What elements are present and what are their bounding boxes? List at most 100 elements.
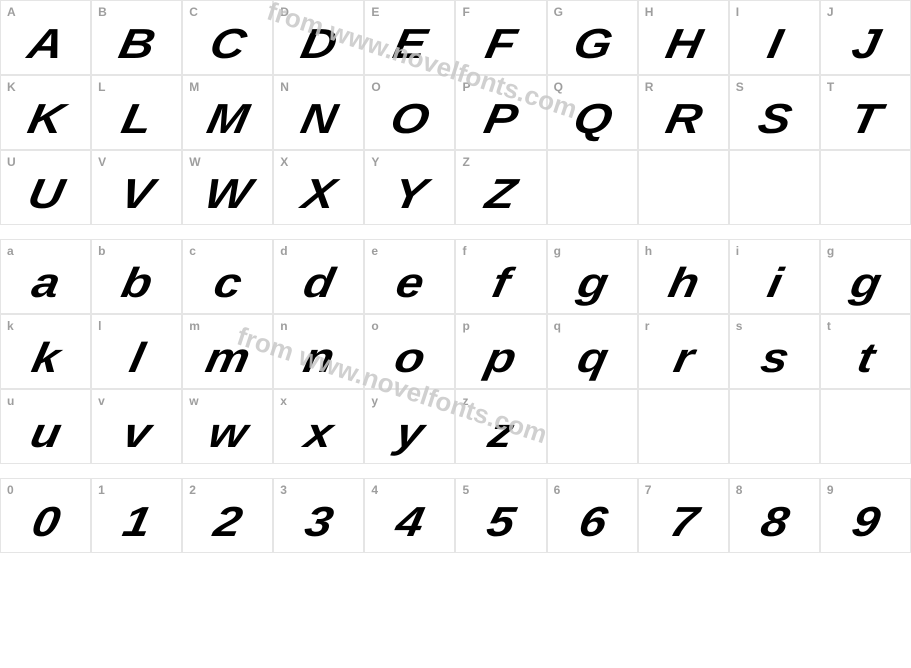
glyph-label: 3 [280,483,287,497]
glyph-cell-k[interactable]: kk [0,314,91,389]
glyph-cell-r[interactable]: rr [638,314,729,389]
glyph-cell-E[interactable]: EE [364,0,455,75]
glyph-cell-T[interactable]: TT [820,75,911,150]
glyph-cell-0[interactable]: 00 [0,478,91,553]
font-character-map: AABBCCDDEEFFGGHHIIJJKKLLMMNNOOPPQQRRSSTT… [0,0,911,553]
glyph-cell-G[interactable]: GG [547,0,638,75]
glyph-label: 5 [462,483,469,497]
glyph-cell-M[interactable]: MM [182,75,273,150]
glyph-cell-R[interactable]: RR [638,75,729,150]
glyph-cell-t[interactable]: tt [820,314,911,389]
glyph-cell-O[interactable]: OO [364,75,455,150]
glyph-cell-empty [820,150,911,225]
glyph-cell-m[interactable]: mm [182,314,273,389]
glyph-preview: Z [445,170,557,218]
glyph-cell-z[interactable]: zz [455,389,546,464]
glyph-cell-H[interactable]: HH [638,0,729,75]
glyph-cell-b[interactable]: bb [91,239,182,314]
glyph-label: W [189,155,200,169]
glyph-cell-F[interactable]: FF [455,0,546,75]
glyph-preview: g [809,259,911,307]
glyph-cell-2[interactable]: 22 [182,478,273,553]
glyph-cell-v[interactable]: vv [91,389,182,464]
charmap-row-lowercase-1: kkllmmnnooppqqrrsstt [0,314,911,389]
glyph-cell-l[interactable]: ll [91,314,182,389]
glyph-cell-w[interactable]: ww [182,389,273,464]
glyph-label: 4 [371,483,378,497]
glyph-cell-i[interactable]: ii [729,239,820,314]
glyph-cell-7[interactable]: 77 [638,478,729,553]
glyph-cell-W[interactable]: WW [182,150,273,225]
glyph-label: Z [462,155,469,169]
glyph-label: x [280,394,287,408]
glyph-cell-1[interactable]: 11 [91,478,182,553]
glyph-cell-L[interactable]: LL [91,75,182,150]
glyph-cell-g[interactable]: gg [547,239,638,314]
glyph-cell-empty [638,389,729,464]
glyph-preview: t [809,334,911,382]
glyph-label: A [7,5,16,19]
glyph-cell-d[interactable]: dd [273,239,364,314]
glyph-label: 8 [736,483,743,497]
glyph-cell-P[interactable]: PP [455,75,546,150]
glyph-cell-8[interactable]: 88 [729,478,820,553]
glyph-cell-h[interactable]: hh [638,239,729,314]
glyph-cell-U[interactable]: UU [0,150,91,225]
glyph-cell-o[interactable]: oo [364,314,455,389]
glyph-cell-3[interactable]: 33 [273,478,364,553]
glyph-cell-A[interactable]: AA [0,0,91,75]
glyph-cell-g[interactable]: gg [820,239,911,314]
glyph-label: t [827,319,831,333]
glyph-cell-empty [729,389,820,464]
glyph-cell-S[interactable]: SS [729,75,820,150]
glyph-preview: z [445,409,557,457]
glyph-cell-N[interactable]: NN [273,75,364,150]
glyph-label: F [462,5,469,19]
glyph-label: e [371,244,378,258]
glyph-label: G [554,5,563,19]
glyph-label: J [827,5,834,19]
glyph-cell-J[interactable]: JJ [820,0,911,75]
glyph-cell-6[interactable]: 66 [547,478,638,553]
glyph-label: 7 [645,483,652,497]
glyph-cell-u[interactable]: uu [0,389,91,464]
glyph-cell-C[interactable]: CC [182,0,273,75]
glyph-cell-s[interactable]: ss [729,314,820,389]
glyph-label: g [554,244,561,258]
glyph-label: n [280,319,287,333]
glyph-cell-q[interactable]: qq [547,314,638,389]
glyph-cell-K[interactable]: KK [0,75,91,150]
glyph-cell-Q[interactable]: QQ [547,75,638,150]
glyph-cell-y[interactable]: yy [364,389,455,464]
glyph-cell-I[interactable]: II [729,0,820,75]
glyph-cell-a[interactable]: aa [0,239,91,314]
glyph-label: R [645,80,654,94]
glyph-cell-4[interactable]: 44 [364,478,455,553]
glyph-cell-empty [638,150,729,225]
glyph-cell-empty [547,389,638,464]
glyph-cell-Y[interactable]: YY [364,150,455,225]
charmap-row-uppercase-1: KKLLMMNNOOPPQQRRSSTT [0,75,911,150]
charmap-row-uppercase-2: UUVVWWXXYYZZ [0,150,911,225]
glyph-label: S [736,80,744,94]
glyph-cell-c[interactable]: cc [182,239,273,314]
glyph-label: K [7,80,16,94]
glyph-cell-V[interactable]: VV [91,150,182,225]
glyph-cell-5[interactable]: 55 [455,478,546,553]
glyph-label: V [98,155,106,169]
glyph-label: B [98,5,107,19]
glyph-cell-B[interactable]: BB [91,0,182,75]
glyph-cell-Z[interactable]: ZZ [455,150,546,225]
glyph-cell-X[interactable]: XX [273,150,364,225]
glyph-cell-D[interactable]: DD [273,0,364,75]
glyph-cell-f[interactable]: ff [455,239,546,314]
glyph-cell-e[interactable]: ee [364,239,455,314]
charmap-row-digits-0: 00112233445566778899 [0,478,911,553]
glyph-label: 0 [7,483,14,497]
glyph-cell-9[interactable]: 99 [820,478,911,553]
glyph-cell-empty [729,150,820,225]
glyph-cell-n[interactable]: nn [273,314,364,389]
glyph-cell-p[interactable]: pp [455,314,546,389]
section-gap [0,225,911,239]
glyph-cell-x[interactable]: xx [273,389,364,464]
